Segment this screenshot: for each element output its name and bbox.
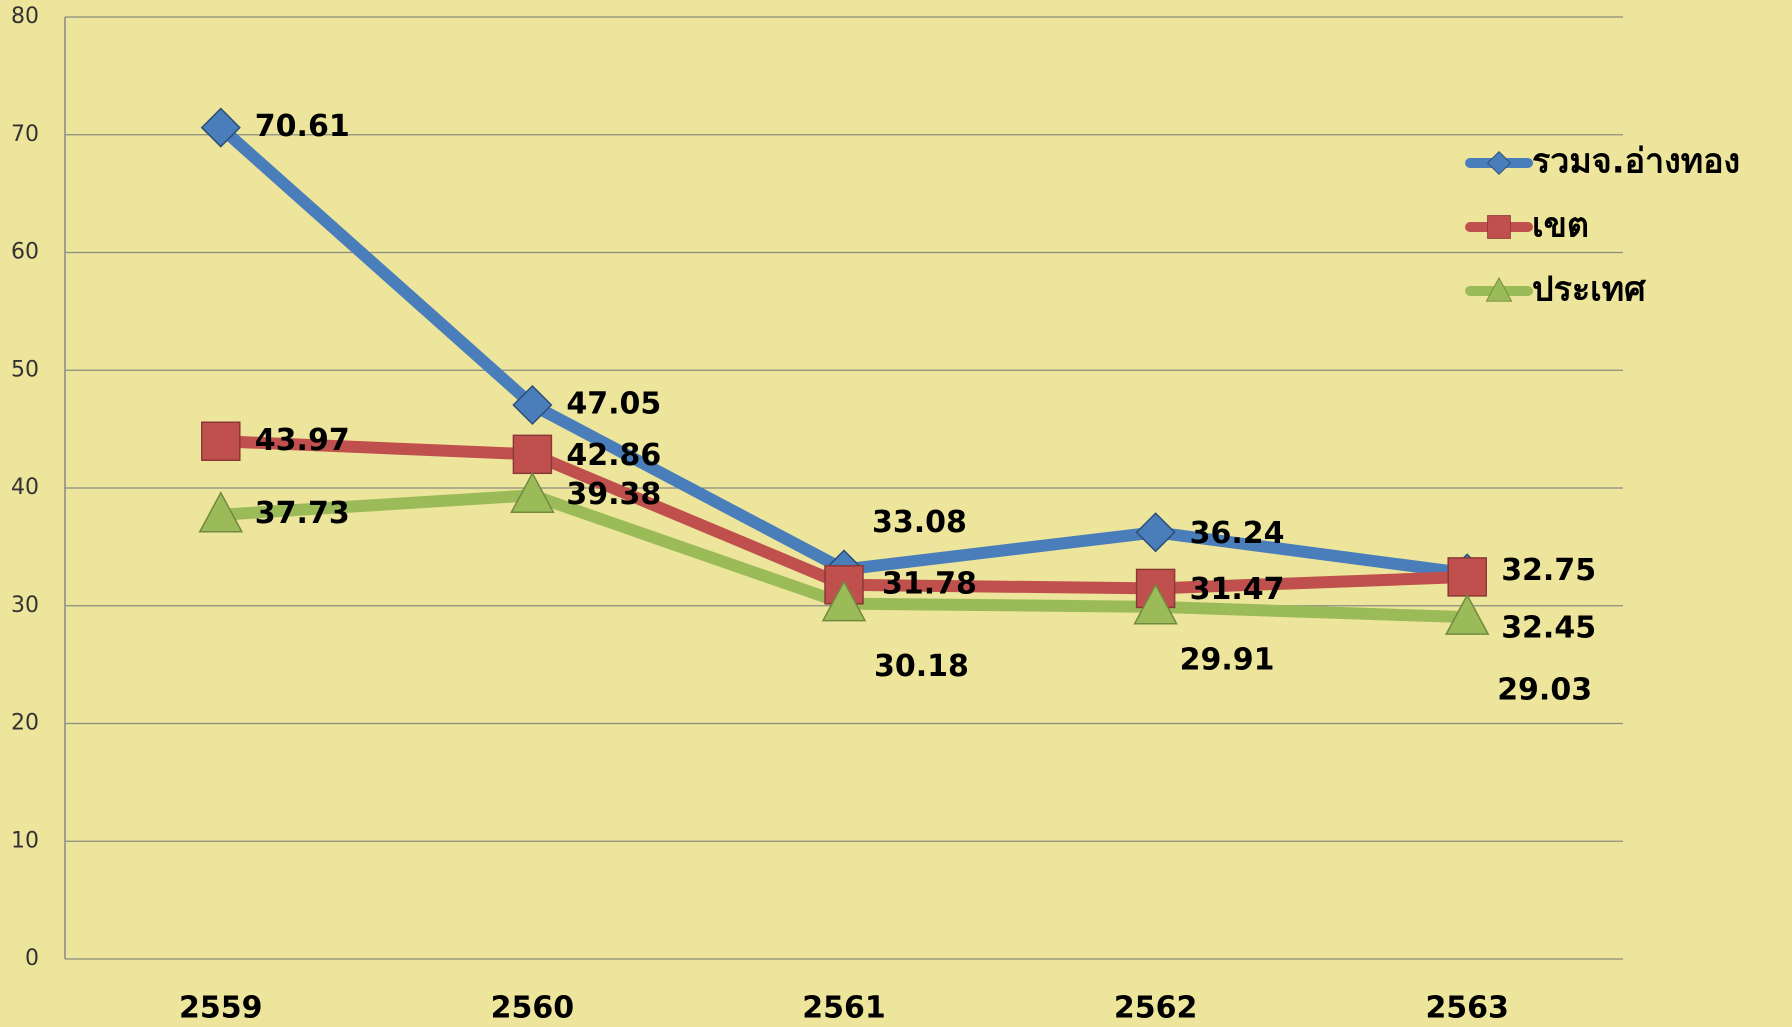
- y-tick-label: 10: [11, 828, 39, 853]
- marker: [512, 434, 553, 475]
- x-tick-label: 2559: [179, 991, 263, 1026]
- data-label: 70.61: [255, 109, 350, 144]
- marker: [1447, 557, 1487, 597]
- y-tick-label: 80: [11, 4, 39, 29]
- legend-label: ประเทศ: [1532, 270, 1646, 310]
- y-tick-label: 40: [11, 475, 39, 500]
- data-label: 42.86: [566, 438, 661, 473]
- legend-marker: [1485, 276, 1513, 302]
- y-tick-label: 0: [25, 946, 39, 971]
- data-label: 32.75: [1501, 553, 1596, 588]
- legend-label: รวมจ.อ่างทอง: [1532, 142, 1740, 182]
- marker: [198, 491, 244, 533]
- data-label: 33.08: [872, 505, 967, 540]
- data-label: 29.91: [1180, 642, 1275, 677]
- y-tick-label: 20: [11, 711, 39, 736]
- data-label: 39.38: [566, 477, 661, 512]
- marker: [1444, 593, 1490, 635]
- legend-marker: [1487, 215, 1511, 239]
- marker: [510, 471, 555, 514]
- y-tick-label: 70: [11, 122, 39, 147]
- data-label: 36.24: [1190, 516, 1285, 551]
- marker: [512, 384, 553, 426]
- data-label: 30.18: [874, 649, 969, 684]
- legend-marker: [1486, 150, 1512, 176]
- y-tick-label: 50: [11, 357, 39, 382]
- marker: [1133, 583, 1178, 625]
- y-tick-label: 30: [11, 593, 39, 618]
- marker: [200, 107, 241, 148]
- data-label: 32.45: [1501, 610, 1596, 645]
- data-label: 47.05: [566, 386, 661, 421]
- x-tick-label: 2561: [802, 991, 886, 1026]
- legend-label: เขต: [1532, 206, 1589, 246]
- y-tick-label: 60: [11, 240, 39, 265]
- marker: [1135, 512, 1176, 553]
- x-tick-label: 2562: [1114, 991, 1198, 1026]
- data-label: 43.97: [255, 423, 350, 458]
- data-label: 31.78: [882, 566, 977, 601]
- marker: [201, 421, 241, 462]
- data-label: 31.47: [1190, 572, 1285, 607]
- x-tick-label: 2563: [1425, 991, 1509, 1026]
- data-label: 29.03: [1497, 673, 1592, 708]
- data-label: 37.73: [255, 496, 350, 531]
- marker: [821, 580, 867, 622]
- x-tick-label: 2560: [491, 991, 575, 1026]
